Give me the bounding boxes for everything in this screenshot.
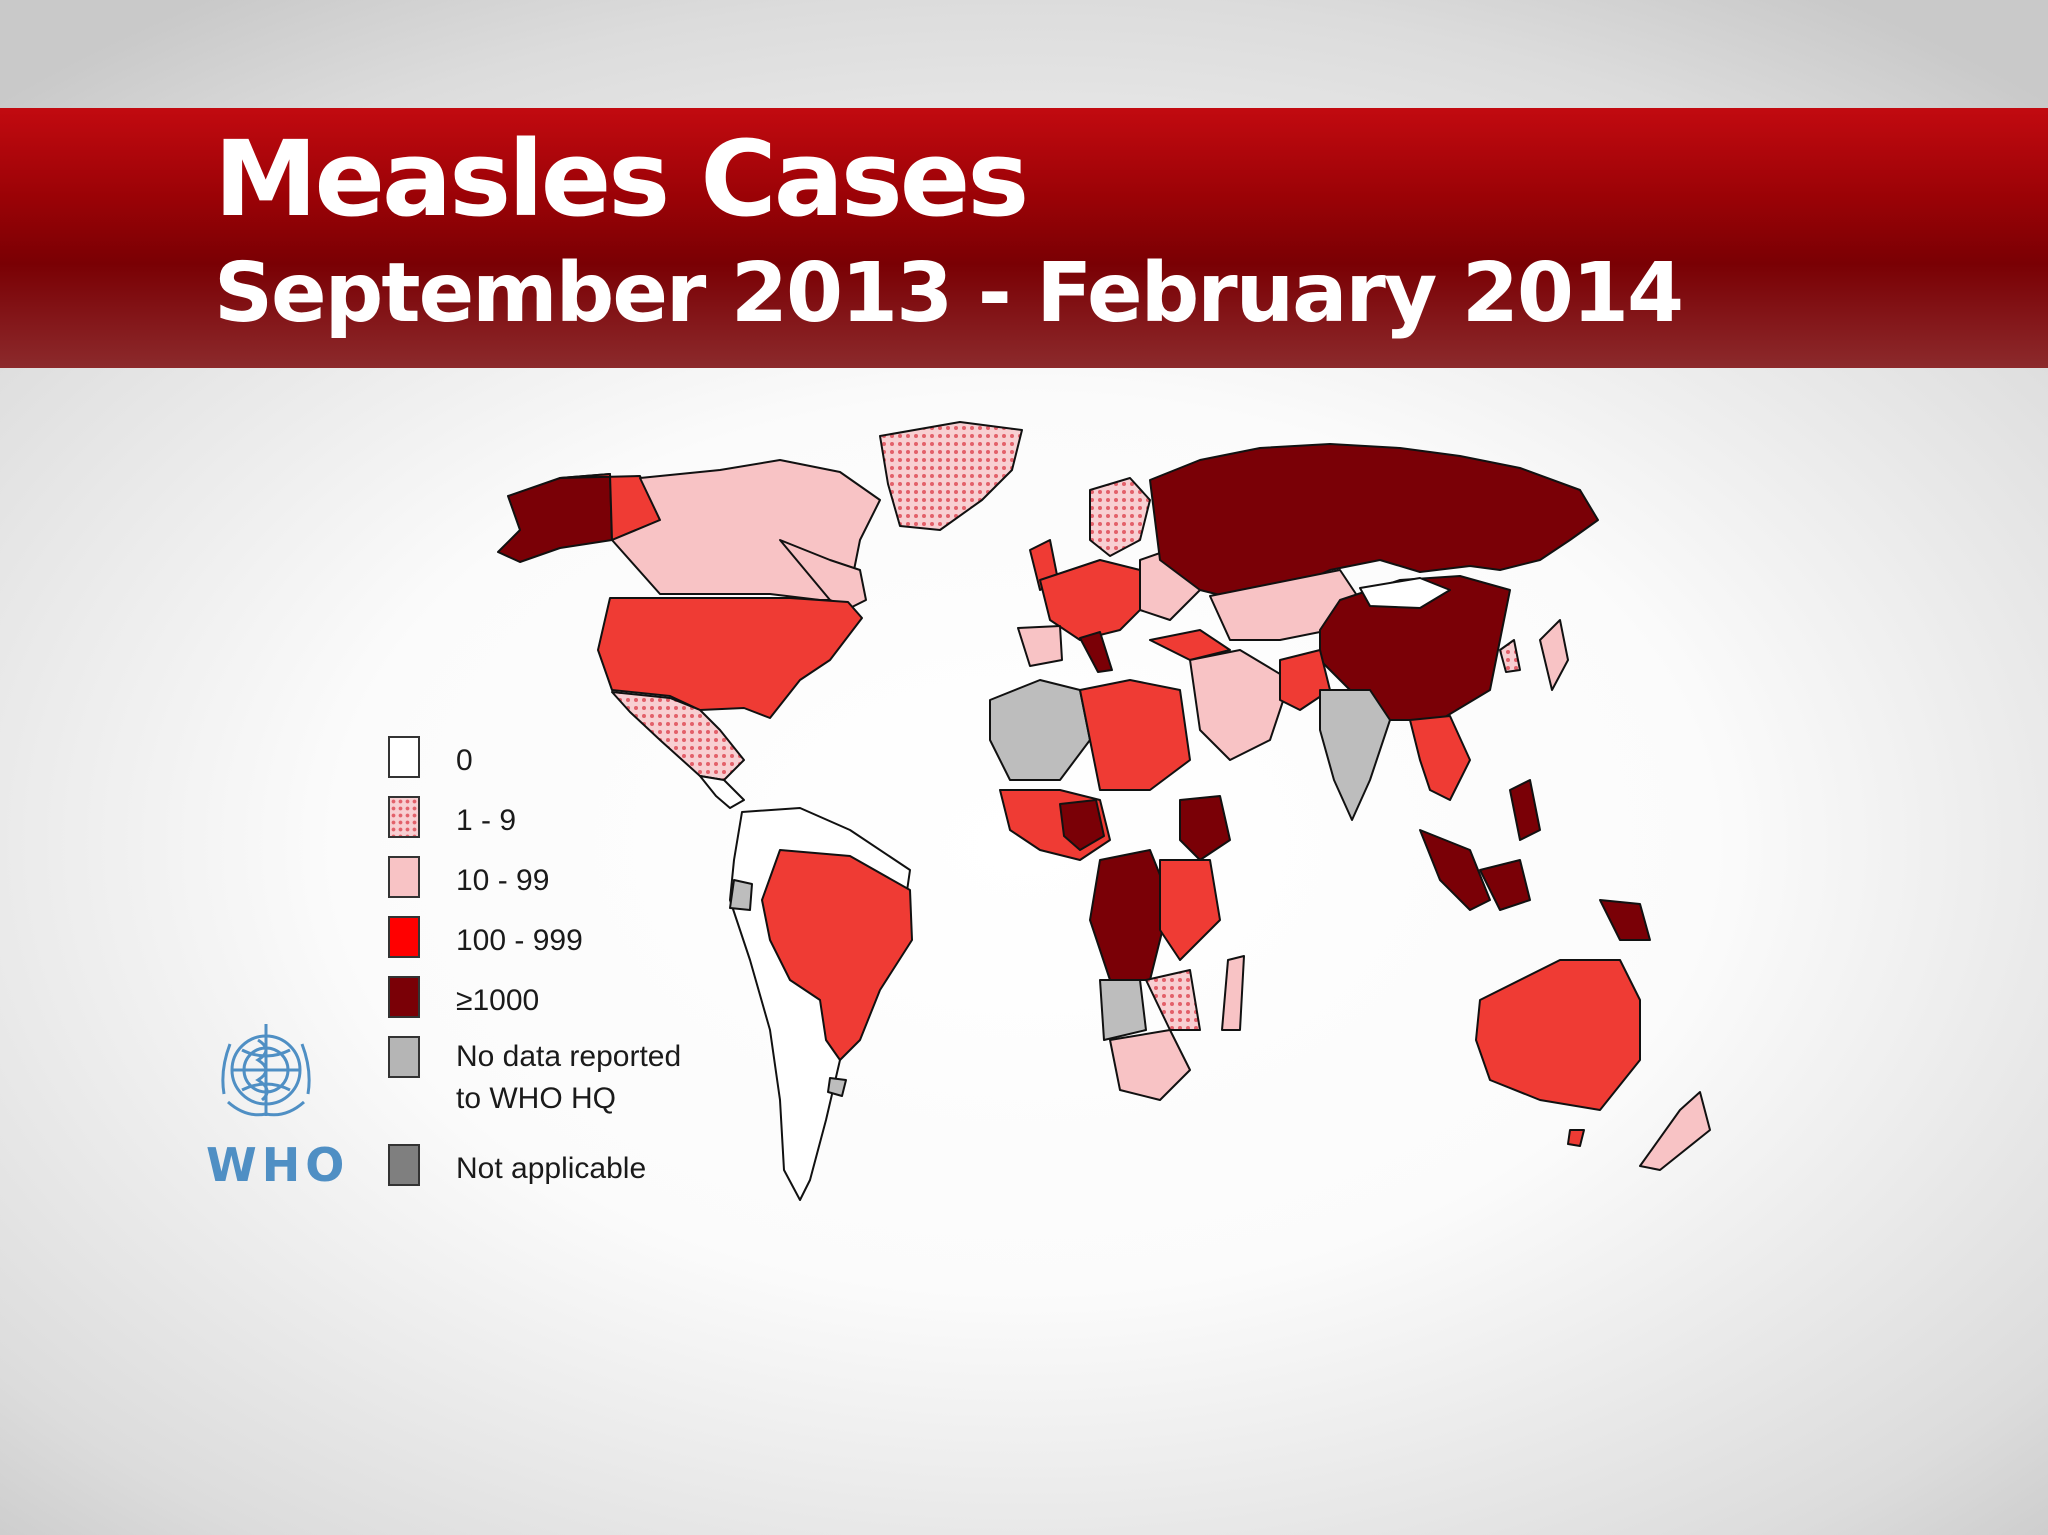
- region-north-africa: [1079, 679, 1191, 791]
- who-logo-text: WHO: [206, 1138, 350, 1192]
- region-turkey: [1149, 629, 1231, 661]
- legend-label: 0: [456, 744, 473, 777]
- region-alaska: [497, 473, 613, 563]
- legend-item: ≥1000: [388, 976, 708, 1026]
- region-mongolia: [1359, 577, 1451, 609]
- legend-swatch: [388, 916, 420, 958]
- region-iberia: [1017, 625, 1063, 667]
- legend-item: Not applicable: [388, 1144, 708, 1194]
- region-uruguay: [827, 1077, 847, 1097]
- region-no-data-sa: [729, 879, 753, 911]
- legend-swatch: [388, 1036, 420, 1078]
- page-title: Measles Cases: [214, 118, 1029, 240]
- region-central-america: [699, 775, 745, 809]
- title-banner: [0, 108, 2048, 368]
- legend-swatch: [388, 1144, 420, 1186]
- region-se-asia: [1409, 715, 1471, 801]
- legend-label: 100 - 999: [456, 924, 583, 957]
- region-russia: [1149, 443, 1599, 601]
- region-indonesia-w: [1419, 829, 1491, 911]
- legend-item: No data reported to WHO HQ: [388, 1036, 708, 1115]
- region-western-europe: [1039, 559, 1151, 641]
- region-south-africa: [1109, 1029, 1191, 1101]
- region-afghanistan: [1279, 649, 1331, 711]
- legend-swatch: [388, 736, 420, 778]
- region-philippines: [1509, 779, 1541, 841]
- region-tasmania: [1567, 1129, 1585, 1147]
- region-north-africa-west: [989, 679, 1091, 781]
- region-nigeria: [1059, 799, 1105, 851]
- legend-item: 1 - 9: [388, 796, 708, 846]
- region-indonesia-c: [1479, 859, 1531, 911]
- region-middle-east: [1189, 649, 1291, 761]
- who-logo: WHO: [206, 1010, 350, 1200]
- region-usa: [597, 597, 863, 719]
- region-madagascar: [1221, 955, 1245, 1031]
- region-mexico: [611, 691, 745, 781]
- legend-swatch: [388, 856, 420, 898]
- legend-item: 10 - 99: [388, 856, 708, 906]
- legend-label: No data reported to WHO HQ: [456, 1040, 682, 1115]
- region-scandinavia: [1089, 477, 1151, 557]
- legend-swatch: [388, 976, 420, 1018]
- region-australia: [1475, 959, 1641, 1111]
- legend-label: Not applicable: [456, 1152, 647, 1185]
- who-emblem-icon: [221, 1024, 311, 1117]
- region-ethiopia: [1179, 795, 1231, 861]
- region-brazil: [761, 849, 913, 1061]
- legend-label: 1 - 9: [456, 804, 517, 837]
- legend-label: 10 - 99: [456, 864, 550, 897]
- region-southern-africa: [1145, 969, 1201, 1031]
- region-east-africa: [1159, 859, 1221, 961]
- region-new-zealand: [1639, 1091, 1711, 1171]
- region-italy: [1079, 631, 1113, 673]
- region-korea: [1499, 639, 1521, 673]
- region-greenland: [879, 421, 1023, 531]
- region-drc: [1089, 849, 1171, 981]
- legend-swatch: [388, 796, 420, 838]
- region-india: [1319, 689, 1391, 821]
- region-angola: [1099, 979, 1147, 1041]
- legend-item: 0: [388, 736, 708, 786]
- region-png: [1599, 899, 1651, 941]
- page-subtitle: September 2013 - February 2014: [214, 246, 1684, 341]
- region-japan: [1539, 619, 1569, 691]
- legend-label: ≥1000: [456, 984, 540, 1017]
- legend-item: 100 - 999: [388, 916, 708, 966]
